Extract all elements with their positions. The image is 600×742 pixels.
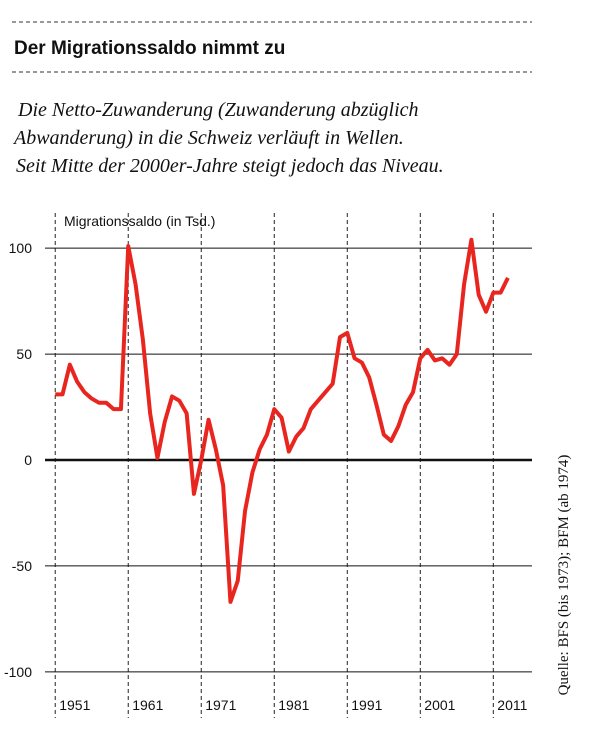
source: Quelle: BFS (bis 1973); BFM (ab 1974) [556, 455, 572, 696]
x-tick-label: 2011 [497, 697, 527, 713]
y-tick-label: -100 [4, 664, 32, 680]
y-tick-label: 50 [16, 346, 32, 362]
x-tick-label: 1971 [205, 697, 236, 713]
y-tick-label: 100 [9, 240, 33, 256]
x-tick-label: 1961 [132, 697, 163, 713]
subtitle: Seit Mitte der 2000er-Jahre steigt jedoc… [16, 155, 444, 177]
x-tick-label: 1951 [59, 697, 90, 713]
x-tick-label: 1991 [351, 697, 382, 713]
data-line [55, 237, 510, 604]
y-tick-label: 0 [24, 452, 32, 468]
chart-title: Der Migrationssaldo nimmt zu [14, 38, 285, 59]
x-tick-label: 1981 [278, 697, 309, 713]
y-tick-label: -50 [12, 558, 32, 574]
subtitle: Abwanderung) in die Schweiz verläuft in … [12, 127, 404, 149]
subtitle: Die Netto-Zuwanderung (Zuwanderung abzüg… [17, 99, 419, 121]
x-tick-label: 2001 [424, 697, 455, 713]
y-axis-label: Migrationssaldo (in Tsd.) [64, 213, 215, 229]
